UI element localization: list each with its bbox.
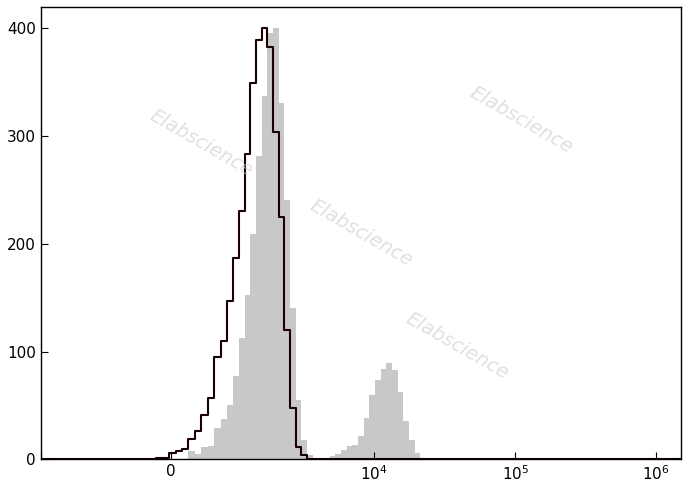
Bar	[221, 419, 227, 460]
Bar	[403, 421, 409, 460]
Bar	[375, 380, 380, 460]
Text: Elabscience: Elabscience	[146, 106, 256, 180]
Bar	[182, 459, 189, 460]
Bar	[420, 459, 426, 460]
Bar	[330, 456, 335, 460]
Bar	[335, 454, 341, 460]
Bar	[284, 200, 290, 460]
Bar	[364, 418, 369, 460]
Bar	[189, 451, 195, 460]
Bar	[268, 32, 273, 460]
Text: Elabscience: Elabscience	[466, 83, 576, 157]
Bar	[324, 459, 330, 460]
Bar	[312, 458, 319, 460]
Text: Elabscience: Elabscience	[402, 309, 512, 384]
Text: Elabscience: Elabscience	[306, 196, 416, 270]
Bar	[250, 234, 256, 460]
Bar	[201, 446, 208, 460]
Bar	[261, 96, 268, 460]
Bar	[256, 156, 261, 460]
Bar	[380, 368, 387, 460]
Bar	[273, 28, 279, 460]
Bar	[341, 450, 347, 460]
Bar	[352, 445, 358, 460]
Bar	[195, 454, 201, 460]
Bar	[358, 436, 364, 460]
Bar	[387, 363, 392, 460]
Bar	[239, 338, 245, 460]
Bar	[369, 395, 375, 460]
Bar	[347, 446, 352, 460]
Bar	[290, 308, 296, 460]
Bar	[415, 453, 420, 460]
Bar	[307, 455, 312, 460]
Bar	[214, 428, 221, 460]
Bar	[208, 445, 214, 460]
Bar	[392, 370, 398, 460]
Bar	[227, 405, 233, 460]
Bar	[279, 103, 284, 460]
Bar	[233, 376, 239, 460]
Bar	[398, 392, 403, 460]
Bar	[301, 440, 307, 460]
Bar	[296, 400, 301, 460]
Bar	[409, 440, 415, 460]
Bar	[245, 294, 250, 460]
